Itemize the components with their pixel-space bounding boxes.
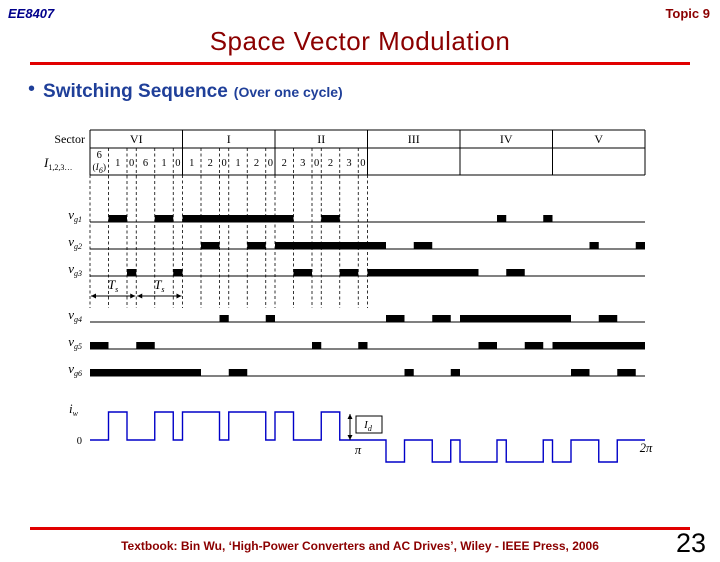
course-code: EE8407: [8, 6, 55, 21]
svg-text:0: 0: [268, 158, 273, 169]
topic-label: Topic 9: [665, 6, 710, 21]
bullet-icon: •: [28, 78, 36, 100]
textbook-citation: Textbook: Bin Wu, ‘High-Power Converters…: [121, 539, 599, 553]
svg-text:1: 1: [235, 158, 240, 169]
svg-text:0: 0: [222, 158, 227, 169]
svg-text:vg5: vg5: [68, 334, 82, 351]
svg-text:I: I: [227, 132, 231, 146]
svg-text:vg6: vg6: [68, 361, 82, 378]
svg-text:Ts: Ts: [108, 277, 118, 294]
page-title: Space Vector Modulation: [209, 26, 511, 56]
svg-text:2π: 2π: [640, 441, 653, 455]
svg-text:0: 0: [360, 158, 365, 169]
svg-text:vg4: vg4: [68, 307, 82, 324]
svg-text:2: 2: [208, 158, 213, 169]
svg-text:1: 1: [115, 158, 120, 169]
svg-text:II: II: [317, 132, 325, 146]
svg-text:Sector: Sector: [54, 132, 85, 146]
svg-text:V: V: [594, 132, 603, 146]
svg-text:2: 2: [282, 158, 287, 169]
section-heading: • Switching Sequence (Over one cycle): [28, 78, 343, 103]
svg-text:I1,2,3…: I1,2,3…: [43, 155, 72, 172]
svg-text:vg3: vg3: [68, 261, 82, 278]
svg-text:III: III: [408, 132, 420, 146]
svg-text:iw: iw: [69, 401, 79, 418]
svg-text:0: 0: [77, 436, 82, 447]
section-heading-text: Switching Sequence: [43, 81, 228, 102]
svg-text:Id: Id: [363, 419, 373, 433]
svg-text:3: 3: [346, 158, 351, 169]
svg-text:π: π: [355, 443, 362, 457]
svg-text:6: 6: [143, 158, 148, 169]
svg-text:1: 1: [189, 158, 194, 169]
svg-text:(I6): (I6): [92, 162, 106, 175]
svg-text:3: 3: [300, 158, 305, 169]
section-heading-qualifier: (Over one cycle): [233, 84, 343, 100]
svg-text:0: 0: [175, 158, 180, 169]
top-divider: [30, 62, 690, 65]
svg-text:0: 0: [129, 158, 134, 169]
svg-text:0: 0: [314, 158, 319, 169]
svg-text:IV: IV: [500, 132, 513, 146]
svg-text:VI: VI: [130, 132, 143, 146]
svg-text:Ts: Ts: [154, 277, 164, 294]
svg-text:1: 1: [161, 158, 166, 169]
svg-text:2: 2: [328, 158, 333, 169]
svg-text:vg2: vg2: [68, 234, 82, 251]
svg-text:2: 2: [254, 158, 259, 169]
svg-text:vg1: vg1: [68, 207, 82, 224]
page-number: 23: [675, 528, 706, 558]
svg-text:6: 6: [97, 150, 102, 161]
bottom-divider: [30, 527, 690, 530]
